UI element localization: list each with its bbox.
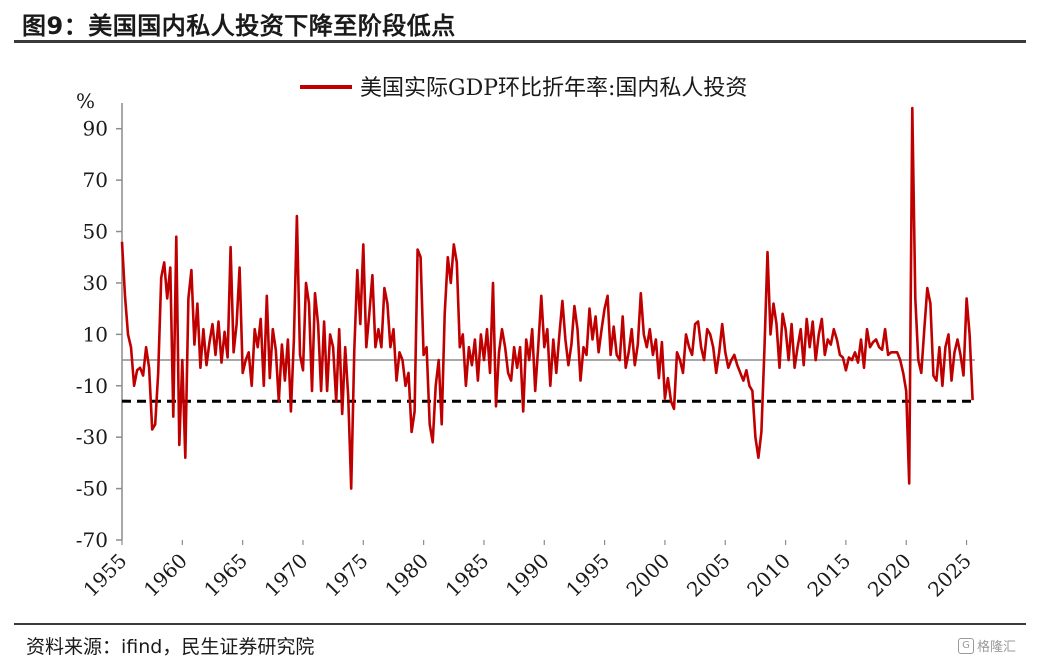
legend: 美国实际GDP环比折年率:国内私人投资 (300, 76, 747, 101)
x-tick-label: 2000 (621, 549, 674, 602)
title-rule (14, 40, 1026, 43)
watermark: G 格隆汇 (958, 636, 1016, 655)
y-tick-label: 70 (83, 168, 108, 192)
x-tick-label: 2015 (802, 549, 855, 602)
x-tick-label: 1965 (199, 549, 252, 602)
x-tick-label: 1985 (441, 549, 494, 602)
x-tick-label: 1975 (320, 549, 373, 602)
y-tick-label: -70 (76, 528, 108, 552)
y-tick-label: 50 (83, 220, 108, 244)
x-tick-label: 2020 (863, 549, 916, 602)
y-tick-label: -50 (76, 477, 108, 501)
watermark-text: 格隆汇 (977, 640, 1017, 655)
y-tick-label: 30 (83, 271, 108, 295)
figure-title: 图9：美国国内私人投资下降至阶段低点 (22, 12, 456, 40)
y-tick-label: 90 (83, 117, 108, 141)
x-tick-label: 2025 (923, 549, 976, 602)
legend-label: 美国实际GDP环比折年率:国内私人投资 (360, 76, 747, 101)
x-tick-label: 1980 (380, 549, 433, 602)
y-tick-label: 10 (83, 322, 108, 346)
x-tick-label: 1960 (139, 549, 192, 602)
y-tick-label: -10 (76, 374, 108, 398)
y-tick-label: -30 (76, 425, 108, 449)
watermark-logo-icon: G (958, 637, 974, 654)
source-rule (14, 623, 1026, 625)
x-tick-label: 1990 (501, 549, 554, 602)
x-tick-label: 1995 (561, 549, 614, 602)
x-tick-label: 2005 (682, 549, 735, 602)
y-axis-unit: % (76, 89, 95, 113)
source-note: 资料来源：ifind，民生证券研究院 (26, 636, 315, 658)
series-layer (120, 106, 974, 490)
x-tick-label: 2010 (742, 549, 795, 602)
series-line (120, 106, 974, 490)
x-tick-label: 1955 (79, 549, 132, 602)
x-tick-label: 1970 (260, 549, 313, 602)
